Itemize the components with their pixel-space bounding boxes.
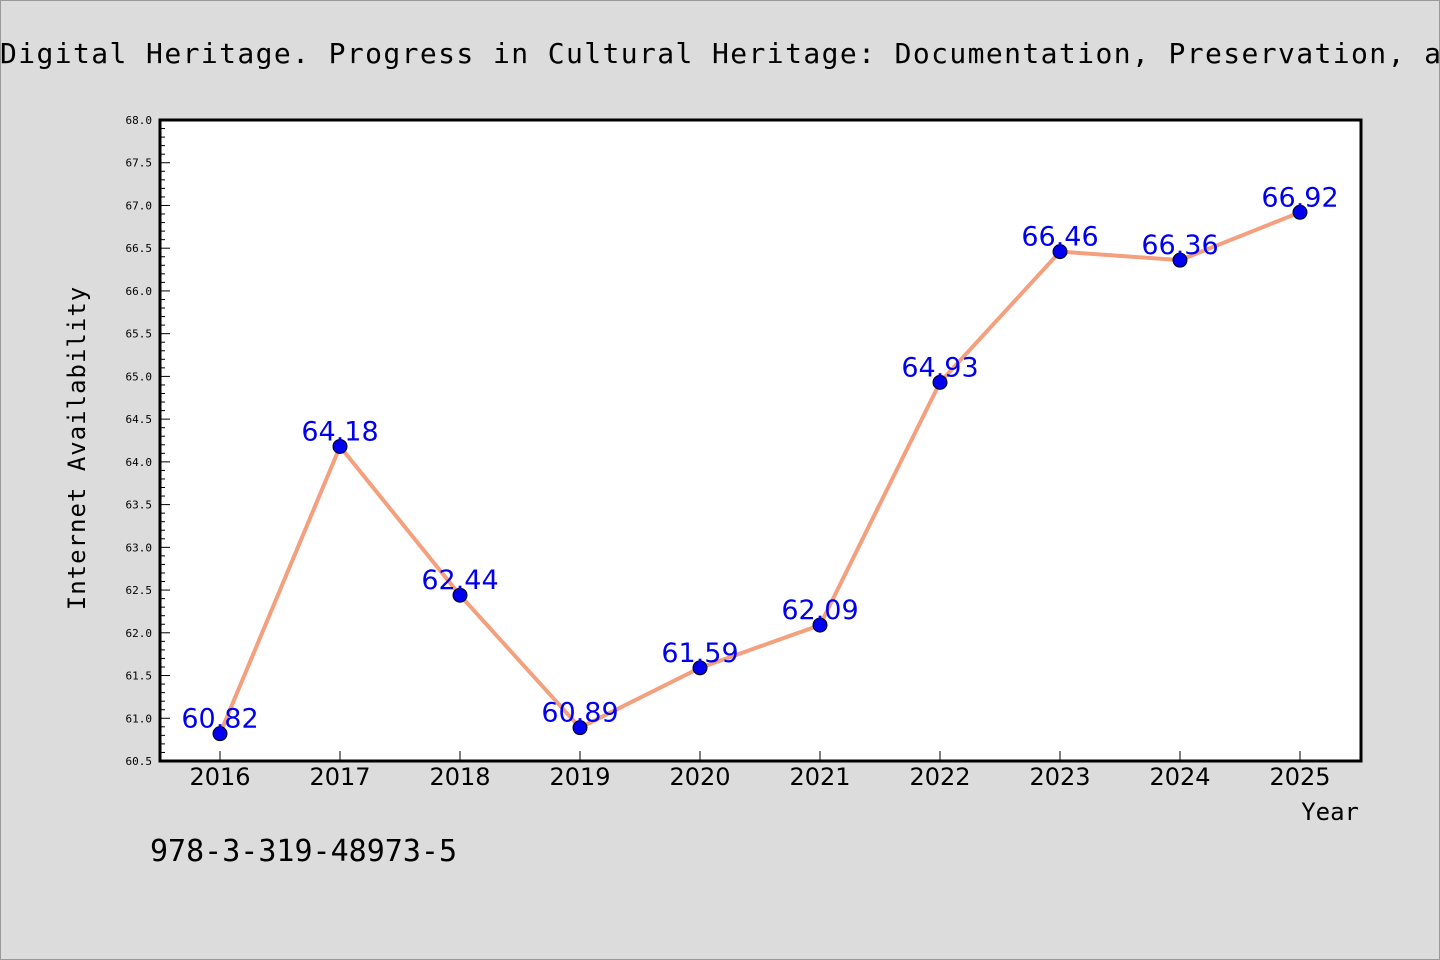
plot-area — [160, 120, 1361, 761]
data-point — [812, 617, 828, 633]
series-line — [218, 210, 1301, 735]
data-point — [692, 660, 708, 676]
data-point — [572, 720, 588, 736]
data-label: 60.82 — [181, 704, 258, 735]
y-tick-label: 64.0 — [126, 456, 153, 469]
data-label: 62.44 — [421, 565, 498, 596]
y-tick-label: 62.5 — [126, 584, 153, 597]
data-label: 64.93 — [901, 352, 978, 383]
y-tick-label: 67.5 — [126, 157, 153, 170]
data-point — [212, 726, 228, 742]
y-tick-label: 65.5 — [126, 328, 153, 341]
data-label: 66.92 — [1261, 182, 1338, 213]
x-tick-label: 2023 — [1029, 763, 1090, 791]
y-tick-label: 66.0 — [126, 285, 153, 298]
y-tick-label: 63.5 — [126, 499, 153, 512]
x-tick-label: 2022 — [909, 763, 970, 791]
y-tick-label: 62.0 — [126, 627, 153, 640]
x-tick-label: 2025 — [1269, 763, 1330, 791]
data-point — [332, 438, 348, 454]
data-point — [452, 587, 468, 603]
x-tick-label: 2017 — [309, 763, 370, 791]
y-tick-label: 61.0 — [126, 712, 153, 725]
x-tick-label: 2024 — [1149, 763, 1210, 791]
x-tick-label: 2021 — [789, 763, 850, 791]
data-labels: 60.82 64.18 62.44 60.89 61.59 62.09 64.93 66.46… — [181, 182, 1338, 734]
series-line-group — [218, 210, 1301, 735]
y-tick-label: 63.0 — [126, 541, 153, 554]
data-label: 60.89 — [541, 698, 618, 729]
data-points — [212, 204, 1308, 742]
x-axis-label: Year — [1301, 798, 1359, 826]
figure-title: Digital Heritage. Progress in Cultural H… — [0, 37, 1440, 70]
y-tick-label: 67.0 — [126, 199, 153, 212]
data-label: 61.59 — [661, 638, 738, 669]
data-point — [932, 374, 948, 390]
data-point — [1052, 244, 1068, 260]
y-tick-label: 68.0 — [126, 114, 153, 127]
y-tick-label: 64.5 — [126, 413, 153, 426]
y-tick-label: 66.5 — [126, 242, 153, 255]
x-tick-label: 2016 — [189, 763, 250, 791]
y-tick-label: 65.0 — [126, 370, 153, 383]
x-tick-label: 2019 — [549, 763, 610, 791]
x-tick-label: 2018 — [429, 763, 490, 791]
data-label: 66.36 — [1141, 230, 1218, 261]
y-tick-label: 61.5 — [126, 670, 153, 683]
data-label: 62.09 — [781, 595, 858, 626]
y-tick-label: 60.5 — [126, 755, 153, 768]
y-axis-label: Internet Availability — [63, 286, 91, 610]
x-tick-label: 2020 — [669, 763, 730, 791]
isbn-text: 978-3-319-48973-5 — [150, 834, 458, 869]
x-axis-ticks: 2016 2017 2018 2019 2020 2021 2022 2023 2024 2025 — [189, 751, 1331, 791]
plot-border — [158, 118, 1363, 763]
data-point — [1292, 204, 1308, 220]
data-label: 66.46 — [1021, 222, 1098, 253]
data-label: 64.18 — [301, 416, 378, 447]
data-point — [1172, 252, 1188, 268]
